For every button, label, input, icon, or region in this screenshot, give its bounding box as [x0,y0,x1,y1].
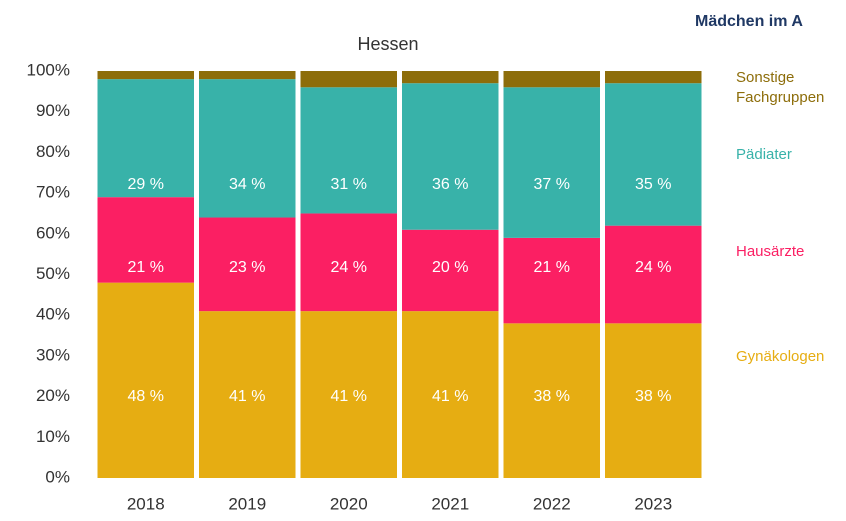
value-label: 48 % [128,388,164,405]
bar-segment [199,79,296,218]
value-label: 31 % [331,176,367,193]
value-label: 41 % [432,388,468,405]
y-tick-label: 30% [36,345,70,364]
y-tick-label: 70% [36,183,70,202]
x-tick-label: 2022 [533,494,571,513]
y-tick-label: 10% [36,427,70,446]
bar-segment [402,229,499,312]
bar-segment [605,225,702,324]
legend-label: Gynäkologen [736,348,824,365]
bar-segment [199,71,296,80]
bar-segment [402,311,499,478]
x-tick-label: 2023 [634,494,672,513]
y-tick-label: 20% [36,386,70,405]
x-tick-label: 2021 [431,494,469,513]
bar-segment [605,323,702,478]
bar-segment [503,237,600,324]
value-label: 38 % [635,388,671,405]
value-label: 24 % [331,259,367,276]
value-label: 36 % [432,176,468,193]
bar-segment [300,71,397,88]
value-label: 41 % [229,388,265,405]
bar-segment [300,213,397,312]
x-tick-label: 2019 [228,494,266,513]
bar-segment [97,197,194,283]
bar-segment [605,83,702,226]
bar-segment [402,71,499,84]
value-label: 20 % [432,259,468,276]
bar-segment [503,71,600,88]
value-label: 41 % [331,388,367,405]
value-label: 23 % [229,259,265,276]
bar-segment [605,71,702,84]
bar-segment [503,323,600,478]
x-tick-label: 2020 [330,494,368,513]
value-label: 35 % [635,176,671,193]
y-tick-label: 100% [27,60,70,79]
legend-label: Hausärzte [736,243,804,260]
chart-title: Hessen [357,34,418,54]
heading: Mädchen im A [695,13,803,30]
y-tick-label: 50% [36,264,70,283]
value-label: 29 % [128,176,164,193]
bar-segment [503,87,600,238]
value-label: 38 % [534,388,570,405]
y-tick-label: 90% [36,101,70,120]
value-label: 21 % [128,259,164,276]
bar-segment [199,311,296,478]
y-tick-label: 60% [36,223,70,242]
value-label: 34 % [229,176,265,193]
bar-segment [402,83,499,230]
x-tick-label: 2018 [127,494,165,513]
legend-label: Sonstige Fachgruppen [736,69,824,106]
bar-segment [97,282,194,478]
y-tick-label: 80% [36,142,70,161]
y-tick-label: 0% [45,467,70,486]
value-label: 21 % [534,259,570,276]
value-label: 24 % [635,259,671,276]
y-tick-label: 40% [36,305,70,324]
bar-segment [97,71,194,80]
bar-segment [300,87,397,214]
bar-segment [300,311,397,478]
legend-label: Pädiater [736,146,792,163]
bar-segment [97,79,194,198]
bar-segment [199,217,296,312]
value-label: 37 % [534,176,570,193]
